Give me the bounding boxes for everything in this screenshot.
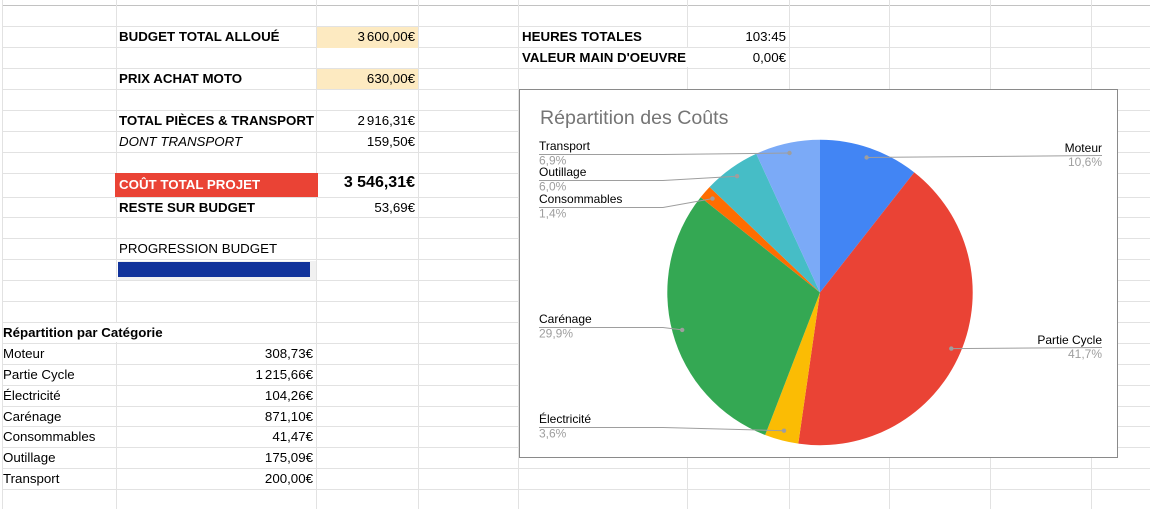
svg-text:41,7%: 41,7% bbox=[1068, 347, 1102, 361]
svg-text:3,6%: 3,6% bbox=[539, 427, 567, 441]
svg-text:29,9%: 29,9% bbox=[539, 327, 573, 341]
svg-text:Répartition des Coûts: Répartition des Coûts bbox=[540, 107, 729, 129]
svg-text:6,0%: 6,0% bbox=[539, 180, 567, 194]
svg-text:Outillage: Outillage bbox=[539, 165, 587, 179]
svg-text:6,9%: 6,9% bbox=[539, 154, 567, 168]
svg-text:Transport: Transport bbox=[539, 139, 591, 153]
svg-text:Carénage: Carénage bbox=[539, 312, 592, 326]
svg-text:Électricité: Électricité bbox=[539, 411, 591, 426]
svg-text:Partie Cycle: Partie Cycle bbox=[1037, 333, 1102, 347]
svg-text:Moteur: Moteur bbox=[1065, 141, 1102, 155]
svg-text:10,6%: 10,6% bbox=[1068, 155, 1102, 169]
svg-text:1,4%: 1,4% bbox=[539, 207, 567, 221]
svg-text:Consommables: Consommables bbox=[539, 192, 622, 206]
